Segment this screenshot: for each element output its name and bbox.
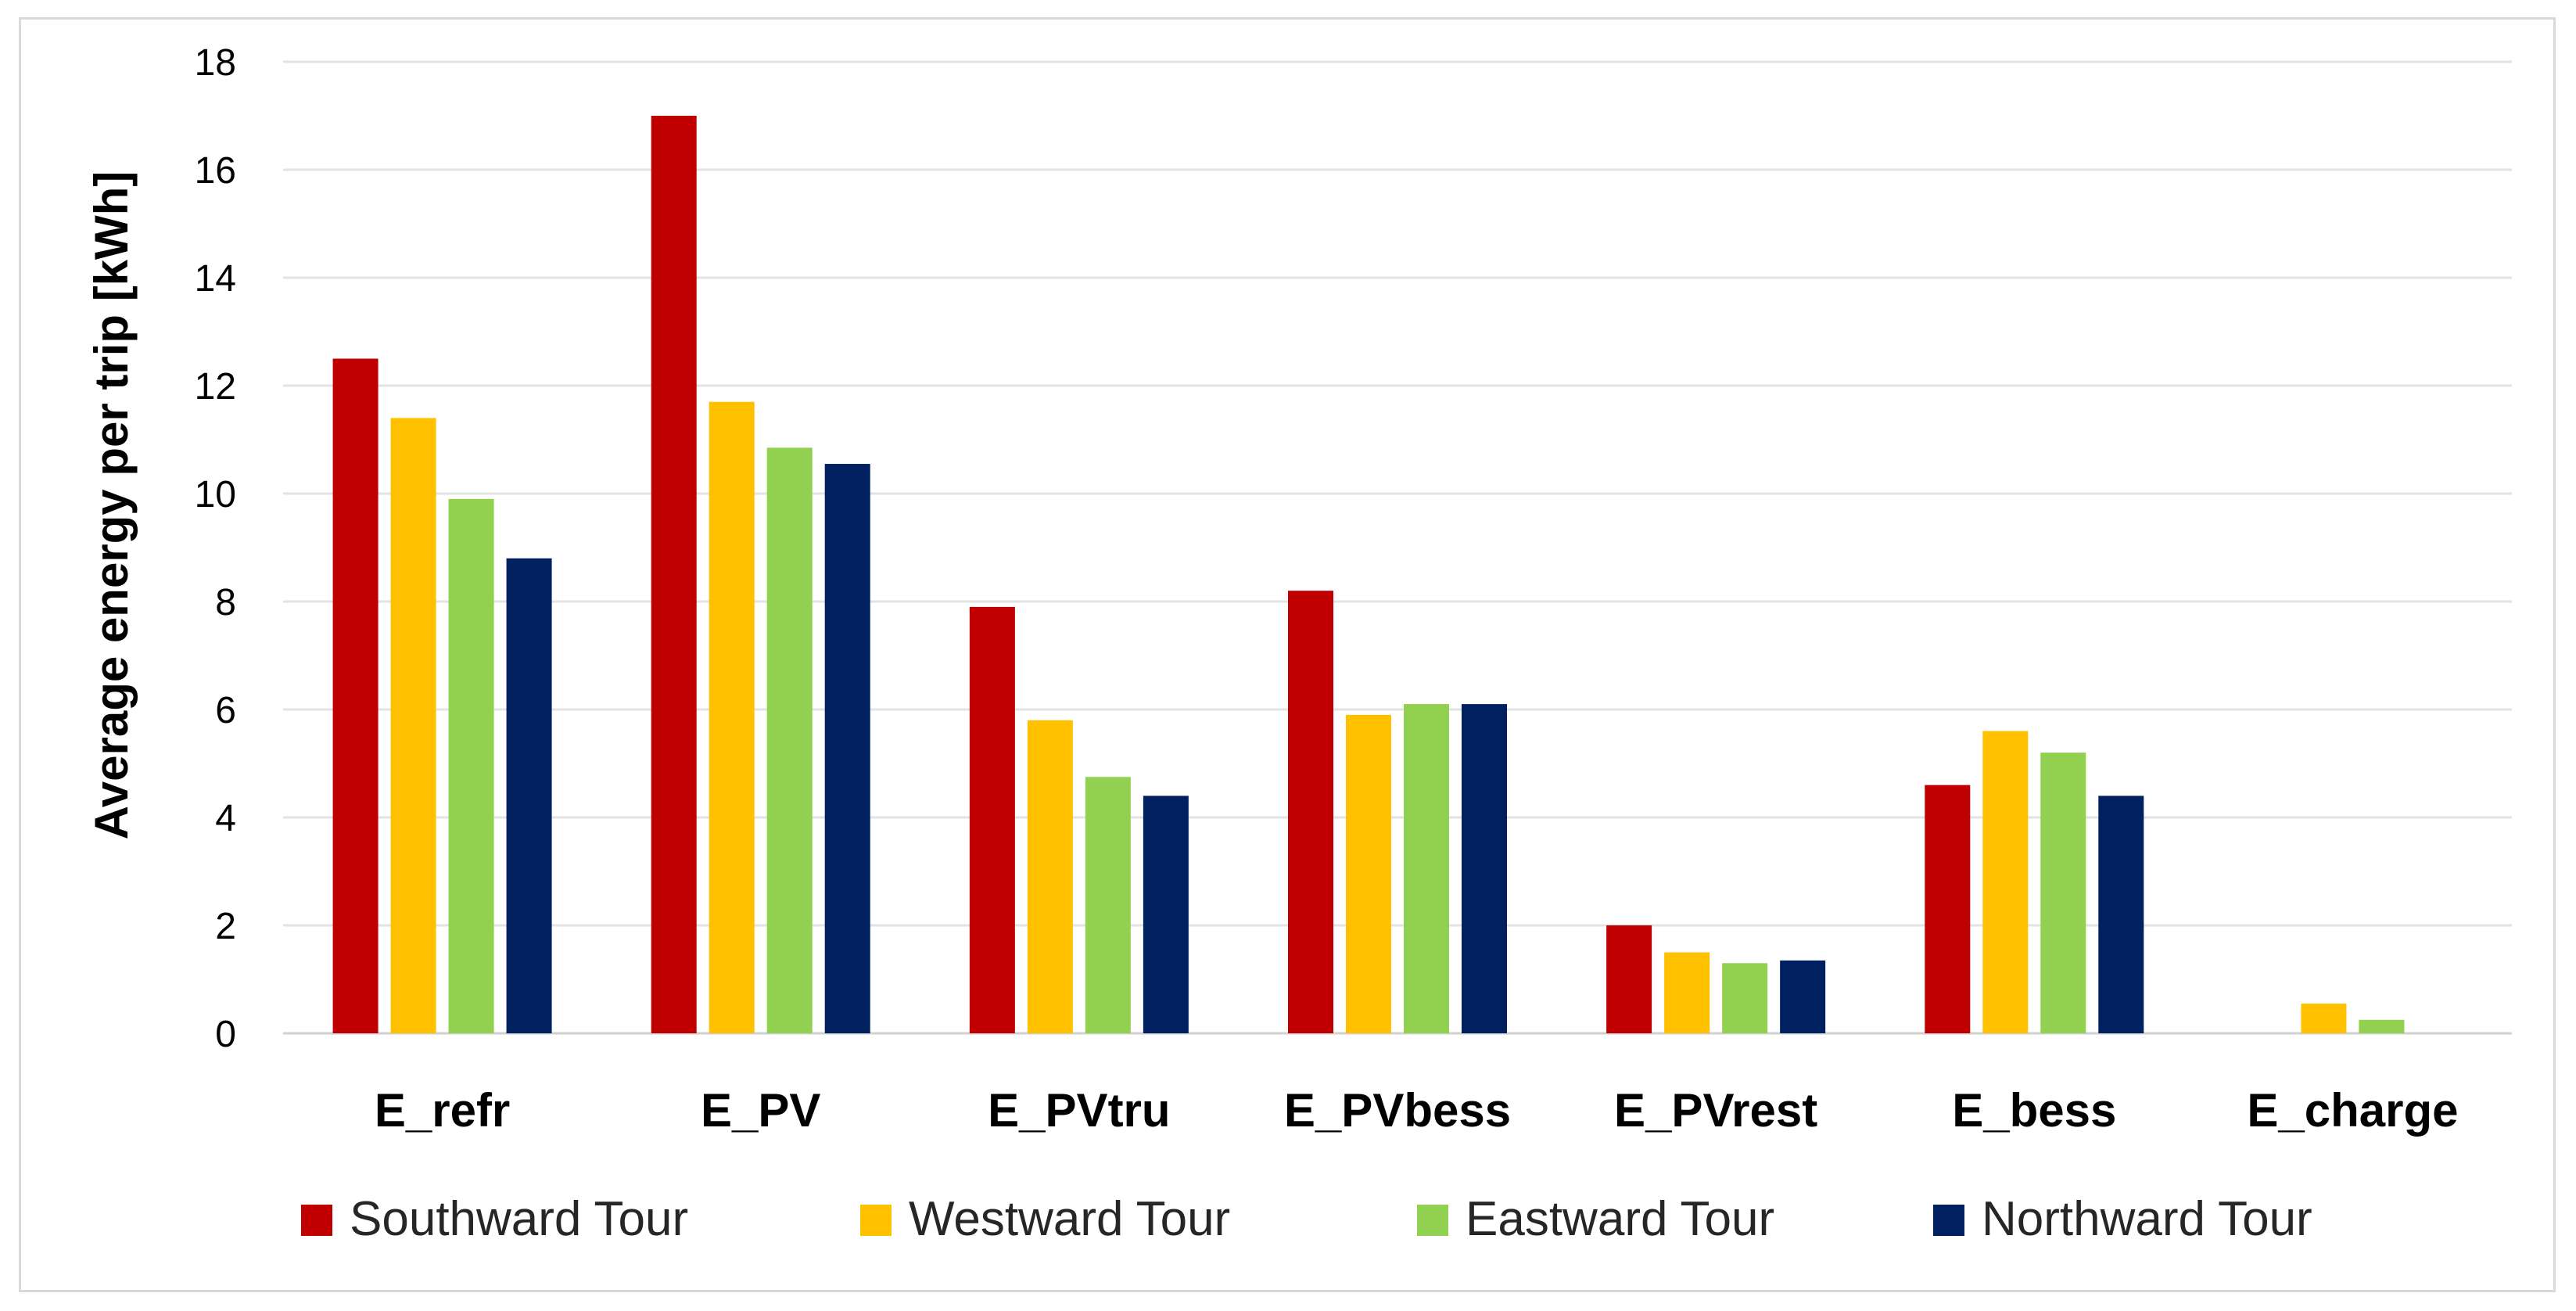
bar-eastward-tour-e_charge xyxy=(2359,1019,2405,1033)
x-axis-categories: E_refr E_PV E_PVtru E_PVbess E_PVrest E_bess E… xyxy=(375,1084,2459,1137)
x-category-label: E_bess xyxy=(1952,1084,2116,1137)
x-category-label: E_PVrest xyxy=(1614,1084,1817,1137)
bar-southward-tour-e_bess xyxy=(1925,785,1971,1033)
bar-westward-tour-e_pvrest xyxy=(1664,952,1710,1033)
legend-label: Southward Tour xyxy=(350,1192,688,1246)
y-tick-label: 10 xyxy=(195,474,236,515)
y-tick-label: 0 xyxy=(215,1014,236,1055)
bar-southward-tour-e_pvbess xyxy=(1288,591,1333,1033)
y-tick-label: 14 xyxy=(195,258,236,300)
bar-northward-tour-e_bess xyxy=(2098,796,2144,1033)
bar-westward-tour-e_charge xyxy=(2301,1004,2347,1033)
bars xyxy=(332,116,2405,1033)
x-category-label: E_refr xyxy=(375,1084,510,1137)
legend-item: Eastward Tour xyxy=(1417,1192,1774,1246)
bar-southward-tour-e_pvtru xyxy=(969,606,1015,1033)
y-tick-label: 8 xyxy=(215,582,236,623)
bar-northward-tour-e_pvrest xyxy=(1780,960,1826,1033)
bar-westward-tour-e_refr xyxy=(390,418,436,1033)
y-tick-label: 4 xyxy=(215,798,236,839)
bar-northward-tour-e_pvtru xyxy=(1143,796,1189,1033)
y-axis-label: Average energy per trip [kWh] xyxy=(85,171,138,840)
y-tick-label: 18 xyxy=(195,42,236,84)
y-tick-label: 2 xyxy=(215,906,236,947)
bar-southward-tour-e_refr xyxy=(332,358,379,1033)
bar-northward-tour-e_refr xyxy=(506,558,552,1033)
y-tick-label: 16 xyxy=(195,150,236,192)
bar-northward-tour-e_pv xyxy=(824,464,870,1033)
y-tick-label: 6 xyxy=(215,690,236,731)
bar-southward-tour-e_pv xyxy=(651,116,697,1033)
x-category-label: E_PVtru xyxy=(988,1084,1170,1137)
legend: Southward Tour Westward Tour Eastward Tour… xyxy=(301,1192,2312,1246)
bar-eastward-tour-e_refr xyxy=(448,498,494,1033)
legend-label: Eastward Tour xyxy=(1466,1192,1774,1246)
legend-label: Northward Tour xyxy=(1982,1192,2312,1246)
x-category-label: E_PVbess xyxy=(1284,1084,1511,1137)
y-axis-ticks: 0 2 4 6 8 10 12 14 16 18 xyxy=(195,42,236,1055)
x-category-label: E_PV xyxy=(701,1084,820,1137)
bar-westward-tour-e_pv xyxy=(709,401,755,1033)
legend-item: Northward Tour xyxy=(1933,1192,2312,1246)
bar-southward-tour-e_pvrest xyxy=(1606,925,1652,1033)
bar-westward-tour-e_pvbess xyxy=(1346,714,1391,1033)
bar-eastward-tour-e_bess xyxy=(2040,752,2086,1033)
legend-item: Westward Tour xyxy=(860,1192,1230,1246)
legend-swatch xyxy=(301,1205,332,1236)
chart-frame xyxy=(19,17,2556,1292)
legend-swatch xyxy=(1933,1205,1964,1236)
bar-eastward-tour-e_pvrest xyxy=(1722,963,1768,1033)
bar-eastward-tour-e_pvtru xyxy=(1085,777,1131,1033)
bar-westward-tour-e_pvtru xyxy=(1027,720,1073,1033)
legend-swatch xyxy=(1417,1205,1448,1236)
bar-northward-tour-e_pvbess xyxy=(1462,704,1507,1033)
legend-label: Westward Tour xyxy=(909,1192,1230,1246)
x-category-label: E_charge xyxy=(2247,1084,2458,1137)
bar-westward-tour-e_bess xyxy=(1982,731,2029,1033)
gridlines xyxy=(283,60,2512,1035)
legend-item: Southward Tour xyxy=(301,1192,688,1246)
legend-swatch xyxy=(860,1205,892,1236)
bar-eastward-tour-e_pv xyxy=(766,447,813,1033)
y-tick-label: 12 xyxy=(195,366,236,408)
bar-eastward-tour-e_pvbess xyxy=(1404,704,1449,1033)
